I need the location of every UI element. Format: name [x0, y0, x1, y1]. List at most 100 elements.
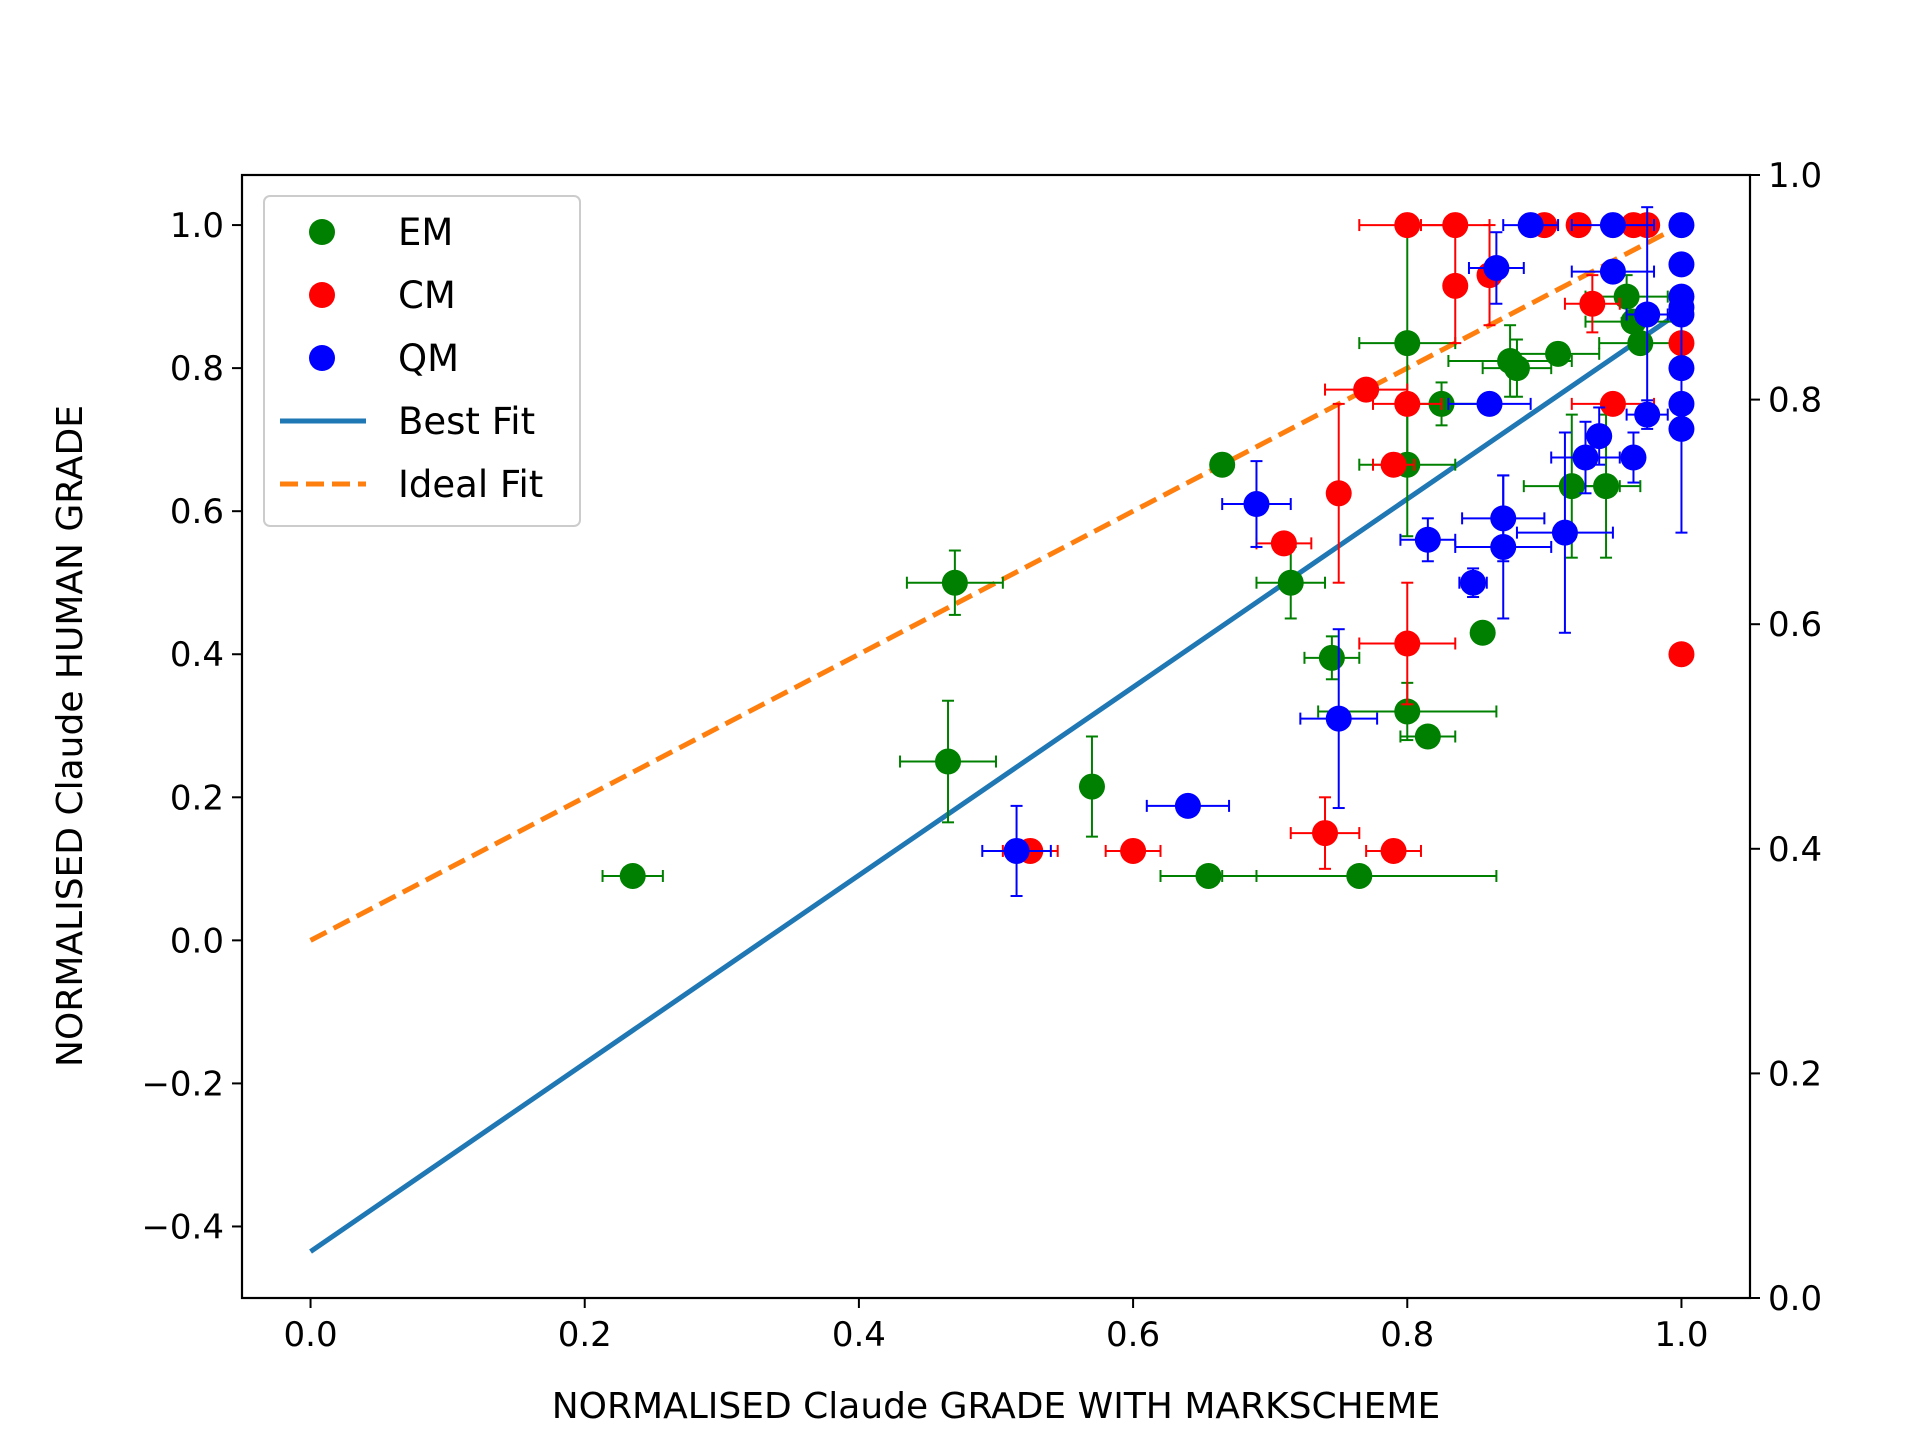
em-point: [1481, 338, 1553, 398]
x-axis-ticks: 0.0 0.2 0.4 0.6 0.8 1.0: [284, 1298, 1708, 1355]
cm-marker: [1394, 630, 1421, 657]
y2-axis-ticks: 0.0 0.2 0.4 0.6 0.8 1.0: [1750, 156, 1822, 1319]
qm-marker: [1599, 258, 1626, 285]
cm-marker: [1394, 212, 1421, 239]
qm-point: [1145, 792, 1231, 819]
em-point: [1399, 723, 1457, 750]
em-marker: [935, 748, 962, 775]
y-tick-label: 0.8: [170, 349, 224, 389]
em-marker: [1503, 355, 1530, 382]
legend-label-best-fit: Best Fit: [398, 400, 535, 443]
qm-point: [1668, 212, 1695, 239]
cm-point: [1563, 274, 1621, 334]
y-axis-ticks: −0.4 −0.2 0.0 0.2 0.4 0.6 0.8 1.0: [141, 206, 242, 1247]
legend-label-ideal-fit: Ideal Fit: [398, 463, 543, 506]
cm-marker: [1442, 212, 1469, 239]
em-point: [1515, 340, 1601, 367]
em-point: [905, 549, 1004, 616]
cm-point: [1365, 837, 1422, 864]
qm-marker: [1668, 251, 1695, 278]
y-tick-label: 1.0: [170, 206, 224, 246]
y-tick-label: −0.2: [141, 1064, 224, 1104]
qm-marker: [1243, 491, 1270, 518]
em-point: [1221, 862, 1498, 889]
qm-marker: [1490, 533, 1517, 560]
cm-point: [1358, 581, 1457, 706]
qm-point: [1550, 420, 1621, 495]
qm-marker: [1003, 837, 1030, 864]
em-marker: [1414, 723, 1441, 750]
cm-marker: [1312, 820, 1339, 847]
em-point: [1209, 451, 1236, 478]
y-tick-label: 0.0: [170, 921, 224, 961]
cm-marker: [1579, 290, 1606, 317]
y2-tick-label: 1.0: [1768, 156, 1822, 196]
x-tick-label: 0.6: [1106, 1315, 1160, 1355]
y2-tick-label: 0.6: [1768, 605, 1822, 645]
qm-marker: [1634, 301, 1661, 328]
y-tick-label: −0.4: [141, 1207, 224, 1247]
cm-point: [1372, 390, 1443, 417]
em-point: [601, 862, 664, 889]
cm-point: [1442, 227, 1469, 345]
y-axis-label: NORMALISED Claude HUMAN GRADE: [50, 405, 91, 1067]
legend-marker-qm: [309, 345, 335, 371]
x-tick-label: 1.0: [1654, 1315, 1708, 1355]
cm-point: [1668, 641, 1695, 668]
qm-point: [1458, 567, 1488, 599]
qm-point: [1586, 406, 1613, 466]
cm-marker: [1442, 272, 1469, 299]
qm-point: [1668, 251, 1695, 278]
x-tick-label: 0.0: [284, 1315, 338, 1355]
em-marker: [1078, 773, 1105, 800]
qm-point: [1570, 212, 1656, 239]
x-axis-label: NORMALISED Claude GRADE WITH MARKSCHEME: [552, 1386, 1441, 1427]
em-marker: [619, 862, 646, 889]
em-marker: [1469, 619, 1496, 646]
em-marker: [1209, 451, 1236, 478]
y-tick-label: 0.4: [170, 635, 224, 675]
x-tick-label: 0.2: [558, 1315, 612, 1355]
x-tick-label: 0.4: [832, 1315, 886, 1355]
em-marker: [1593, 473, 1620, 500]
legend-box: [263, 195, 581, 527]
em-marker: [1394, 698, 1421, 725]
qm-marker: [1517, 212, 1544, 239]
qm-marker: [1325, 705, 1352, 732]
ideal-fit-line: [309, 222, 1683, 943]
qm-point: [1668, 324, 1695, 534]
y-tick-label: 0.2: [170, 778, 224, 818]
em-marker: [1346, 862, 1373, 889]
legend-label-em: EM: [398, 211, 453, 254]
legend: EM CM QM Best Fit Ideal Fit: [263, 195, 581, 527]
cm-point: [1372, 451, 1416, 478]
qm-point: [1399, 517, 1457, 563]
em-point: [1078, 735, 1105, 838]
cm-marker: [1394, 390, 1421, 417]
cm-point: [1255, 530, 1313, 557]
em-point: [1255, 545, 1327, 620]
plot-frame: [240, 173, 1752, 1300]
best-fit-line: [309, 308, 1683, 1254]
em-marker: [1394, 330, 1421, 357]
y-tick-label: 0.6: [170, 492, 224, 532]
qm-marker: [1599, 212, 1626, 239]
qm-point: [1668, 301, 1695, 328]
qm-point: [1447, 390, 1532, 417]
cm-marker: [1599, 390, 1626, 417]
y2-tick-label: 0.8: [1768, 381, 1822, 421]
y2-tick-label: 0.2: [1768, 1054, 1822, 1094]
qm-point: [1221, 460, 1292, 548]
qm-marker: [1668, 415, 1695, 442]
cm-point: [1419, 212, 1491, 239]
qm-point: [1299, 628, 1379, 810]
em-marker: [1195, 862, 1222, 889]
qm-marker: [1572, 444, 1599, 471]
cm-point: [1325, 402, 1352, 584]
em-marker: [1318, 644, 1345, 671]
qm-marker: [1483, 254, 1510, 281]
cm-marker: [1353, 376, 1380, 403]
qm-marker: [1460, 569, 1487, 596]
qm-marker: [1668, 212, 1695, 239]
